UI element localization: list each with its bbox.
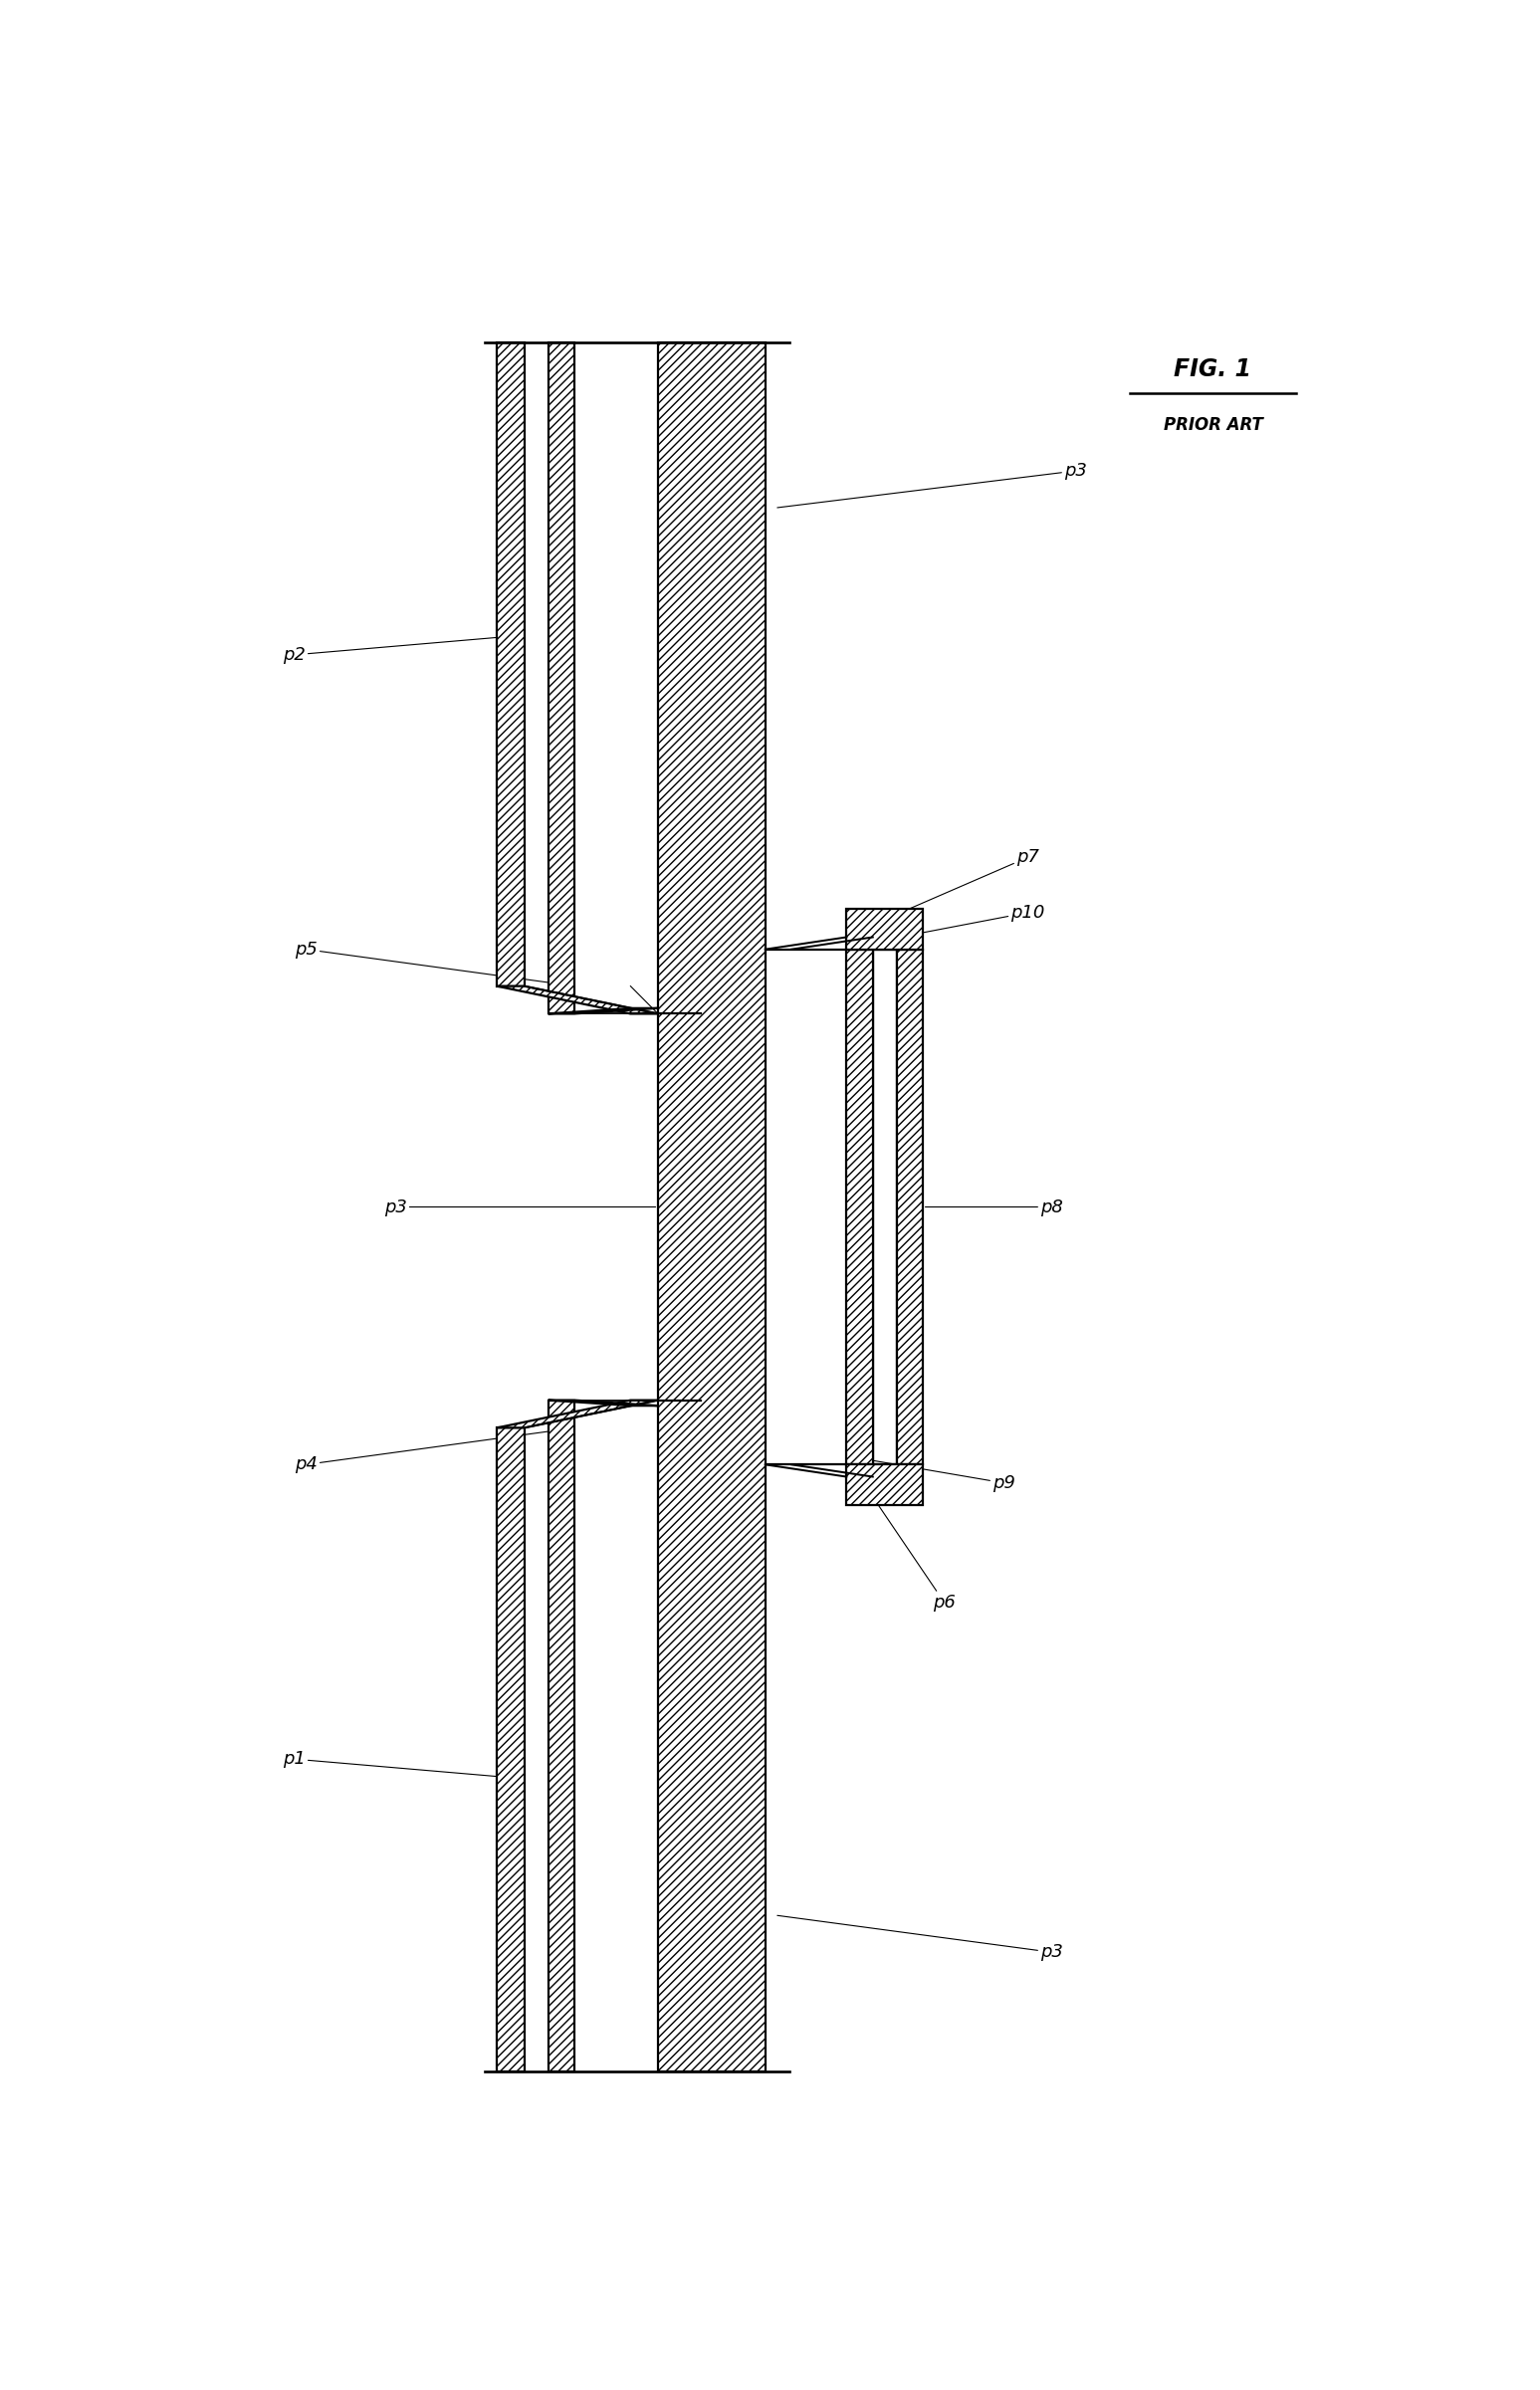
Text: p4: p4 xyxy=(294,1432,548,1475)
Bar xyxy=(847,908,922,949)
Polygon shape xyxy=(497,987,658,1013)
Bar xyxy=(847,1465,922,1506)
Bar xyxy=(548,342,574,1013)
Text: p3: p3 xyxy=(778,1914,1063,1962)
Text: p3: p3 xyxy=(778,461,1087,507)
Bar xyxy=(497,1427,524,2072)
Bar xyxy=(497,1427,524,2072)
Bar xyxy=(658,342,765,2072)
Bar xyxy=(896,949,922,1465)
Text: p1: p1 xyxy=(282,1749,508,1778)
Bar xyxy=(658,342,765,2072)
Text: p6: p6 xyxy=(861,1479,956,1611)
Text: FIG. 1: FIG. 1 xyxy=(1173,358,1252,382)
Polygon shape xyxy=(548,1401,658,1405)
Polygon shape xyxy=(548,1009,658,1013)
Text: p5: p5 xyxy=(294,939,548,982)
Text: p3: p3 xyxy=(383,1197,656,1217)
Text: PRIOR ART: PRIOR ART xyxy=(1163,416,1263,433)
Bar xyxy=(548,1401,574,2072)
Bar xyxy=(847,949,873,1465)
Bar xyxy=(896,949,922,1465)
Bar xyxy=(524,1427,548,2072)
Text: p8: p8 xyxy=(926,1197,1063,1217)
Text: p7: p7 xyxy=(867,848,1040,927)
Bar xyxy=(847,949,873,1465)
Bar xyxy=(524,342,548,987)
Bar xyxy=(847,908,922,949)
Bar xyxy=(873,949,896,1465)
Text: p10: p10 xyxy=(855,903,1046,946)
Bar xyxy=(548,342,574,1013)
Polygon shape xyxy=(497,1401,658,1427)
Text: p9: p9 xyxy=(864,1458,1015,1491)
Bar xyxy=(497,342,524,987)
Bar xyxy=(497,342,524,987)
Text: p2: p2 xyxy=(282,636,508,664)
Bar xyxy=(548,1401,574,2072)
Bar xyxy=(847,1465,922,1506)
